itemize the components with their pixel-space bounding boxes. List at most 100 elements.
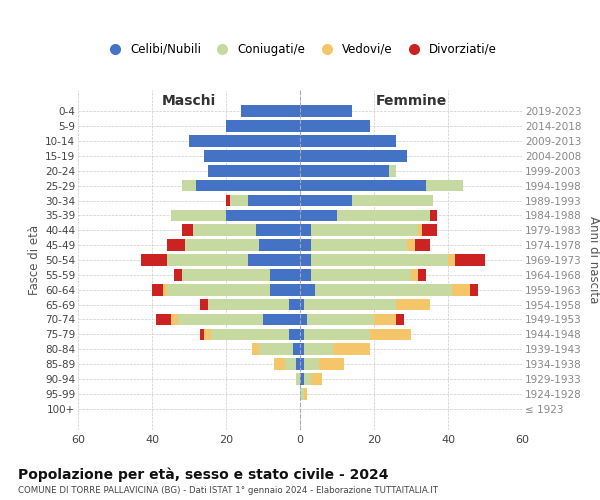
Bar — [470, 284, 478, 296]
Bar — [200, 299, 208, 310]
Bar — [300, 328, 304, 340]
Bar — [337, 210, 430, 221]
Text: Femmine: Femmine — [376, 94, 446, 108]
Bar — [293, 344, 300, 355]
Bar — [426, 180, 463, 192]
Bar — [418, 224, 422, 236]
Bar — [185, 240, 259, 251]
Bar — [189, 135, 300, 147]
Bar — [182, 180, 196, 192]
Bar — [304, 373, 311, 385]
Bar — [300, 135, 396, 147]
Bar — [300, 120, 370, 132]
Bar — [300, 284, 315, 296]
Bar — [204, 150, 300, 162]
Bar — [285, 358, 296, 370]
Text: Popolazione per età, sesso e stato civile - 2024: Popolazione per età, sesso e stato civil… — [18, 468, 389, 482]
Bar — [241, 106, 300, 117]
Legend: Celibi/Nubili, Coniugati/e, Vedovi/e, Divorziati/e: Celibi/Nubili, Coniugati/e, Vedovi/e, Di… — [98, 38, 502, 60]
Bar — [374, 314, 396, 326]
Bar — [196, 180, 300, 192]
Bar — [226, 194, 230, 206]
Bar — [193, 224, 256, 236]
Bar — [300, 224, 311, 236]
Bar — [311, 373, 322, 385]
Bar — [300, 254, 311, 266]
Bar — [455, 254, 485, 266]
Bar — [163, 284, 167, 296]
Bar — [259, 240, 300, 251]
Bar — [300, 150, 407, 162]
Bar — [300, 106, 352, 117]
Bar — [311, 269, 411, 280]
Bar — [300, 240, 311, 251]
Bar — [334, 344, 370, 355]
Bar — [315, 284, 452, 296]
Bar — [296, 358, 300, 370]
Bar — [178, 314, 263, 326]
Bar — [300, 180, 426, 192]
Bar — [300, 344, 304, 355]
Bar — [170, 314, 178, 326]
Bar — [230, 194, 248, 206]
Bar — [311, 240, 407, 251]
Text: COMUNE DI TORRE PALLAVICINA (BG) - Dati ISTAT 1° gennaio 2024 - Elaborazione TUT: COMUNE DI TORRE PALLAVICINA (BG) - Dati … — [18, 486, 438, 495]
Bar — [170, 210, 226, 221]
Bar — [289, 299, 300, 310]
Bar — [263, 314, 300, 326]
Bar — [319, 358, 344, 370]
Bar — [300, 314, 307, 326]
Bar — [211, 328, 289, 340]
Bar — [300, 299, 304, 310]
Bar — [448, 254, 455, 266]
Bar — [208, 165, 300, 176]
Bar — [182, 224, 193, 236]
Bar — [167, 240, 185, 251]
Bar — [352, 194, 433, 206]
Bar — [430, 210, 437, 221]
Bar — [167, 254, 248, 266]
Bar — [311, 224, 418, 236]
Bar — [300, 269, 311, 280]
Bar — [226, 120, 300, 132]
Bar — [300, 165, 389, 176]
Bar — [407, 240, 415, 251]
Bar — [296, 373, 300, 385]
Bar — [304, 344, 334, 355]
Bar — [396, 299, 430, 310]
Y-axis label: Anni di nascita: Anni di nascita — [587, 216, 600, 304]
Bar — [271, 284, 300, 296]
Bar — [418, 269, 426, 280]
Bar — [141, 254, 167, 266]
Bar — [300, 194, 352, 206]
Bar — [389, 165, 396, 176]
Bar — [248, 254, 300, 266]
Bar — [300, 358, 304, 370]
Bar — [304, 328, 370, 340]
Bar — [259, 344, 293, 355]
Bar — [174, 269, 182, 280]
Bar — [370, 328, 411, 340]
Bar — [304, 388, 307, 400]
Bar — [304, 299, 396, 310]
Bar — [182, 269, 271, 280]
Bar — [200, 328, 204, 340]
Bar — [396, 314, 404, 326]
Bar — [300, 388, 304, 400]
Bar — [152, 284, 163, 296]
Bar — [452, 284, 470, 296]
Bar — [252, 344, 259, 355]
Bar — [300, 373, 304, 385]
Bar — [204, 328, 211, 340]
Text: Maschi: Maschi — [162, 94, 216, 108]
Bar — [304, 358, 319, 370]
Bar — [226, 210, 300, 221]
Bar — [311, 254, 448, 266]
Bar — [167, 284, 271, 296]
Bar — [411, 269, 418, 280]
Bar — [248, 194, 300, 206]
Bar — [300, 210, 337, 221]
Bar — [422, 224, 437, 236]
Bar — [415, 240, 430, 251]
Bar — [208, 299, 289, 310]
